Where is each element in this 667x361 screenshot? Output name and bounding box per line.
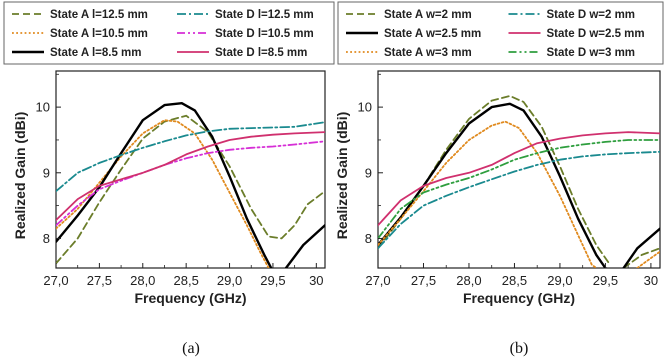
legend-label: State A w=2.5 mm	[384, 28, 481, 40]
series-line-state-a-l-8-5-mm	[56, 102, 273, 268]
legend-label: State A l=10.5 mm	[50, 28, 148, 40]
series-group-a	[56, 102, 325, 268]
y-tick-label: 8	[365, 231, 372, 246]
series-line-state-a-w-3-mm	[378, 120, 598, 268]
legend-a: State A l=12.5 mm State D l=12.5 mm State …	[3, 1, 335, 65]
series-group-b	[378, 95, 660, 268]
legend-b: State A w=2 mm State D w=2 mm State A w=2.…	[337, 1, 664, 65]
legend-label: State D w=3 mm	[547, 47, 636, 59]
series-line-state-d-w-2-mm	[378, 150, 660, 250]
x-tick-label: 30	[644, 273, 658, 288]
panel-b: 27,0 27,5 28,0 28,5 29,0 29,5 30 8 9 10 Frequency …	[334, 1, 664, 357]
panel-a: 27,0 27,5 28,0 28,5 29,0 29,5 30 8 9 10 Frequency …	[3, 1, 335, 357]
legend-box-a	[3, 1, 335, 65]
x-tick-label: 27,0	[365, 273, 390, 288]
legend-label: State D w=2.5 mm	[547, 28, 645, 40]
y-axis-title: Realized Gain (dBi)	[334, 112, 350, 240]
x-tick-label: 27,0	[43, 273, 68, 288]
y-tick-label: 9	[43, 165, 50, 180]
x-axis-title: Frequency (GHz)	[134, 290, 246, 306]
series-line-state-a-l-8-5-mm-recovery	[284, 224, 325, 268]
series-line-state-a-l-10-5-mm	[56, 119, 270, 268]
series-line-state-a-l-12-5-mm	[56, 114, 325, 265]
x-tick-label: 29,5	[593, 273, 618, 288]
legend-label: State A w=2 mm	[384, 9, 472, 21]
x-tick-label: 28,0	[130, 273, 155, 288]
y-tick-label: 10	[36, 100, 50, 115]
panel-caption-a: (a)	[182, 340, 200, 357]
y-tick-label: 9	[365, 165, 372, 180]
x-tick-label: 30	[309, 273, 323, 288]
x-tick-label: 29,0	[547, 273, 572, 288]
x-tick-label: 29,0	[217, 273, 242, 288]
x-tick-label: 28,5	[502, 273, 527, 288]
series-line-state-a-w-3-mm-recovery	[636, 250, 660, 268]
x-tick-label: 28,5	[174, 273, 199, 288]
legend-label: State A l=8.5 mm	[50, 47, 142, 59]
x-tick-label: 29,5	[260, 273, 285, 288]
series-line-state-d-l-12-5-mm	[56, 121, 325, 193]
series-line-state-d-l-10-5-mm	[56, 140, 325, 227]
plot-frame-b	[377, 70, 661, 269]
y-axis-title: Realized Gain (dBi)	[12, 112, 28, 240]
y-tick-label: 8	[43, 231, 50, 246]
y-tick-label: 10	[358, 100, 372, 115]
legend-label: State D l=10.5 mm	[215, 28, 314, 40]
series-line-state-a-w-2-mm	[378, 95, 611, 266]
legend-label: State D l=12.5 mm	[215, 9, 314, 21]
series-line-state-d-l-8-5-mm	[56, 131, 325, 221]
series-line-state-a-w-2-5-mm-recovery	[622, 227, 660, 268]
x-axis-title: Frequency (GHz)	[463, 290, 575, 306]
x-tick-label: 28,0	[456, 273, 481, 288]
panel-caption-b: (b)	[510, 340, 529, 357]
series-line-state-d-w-2-5-mm	[378, 131, 660, 227]
legend-box-b	[337, 1, 664, 65]
legend-label: State A l=12.5 mm	[50, 9, 148, 21]
series-line-state-a-w-2-mm-recovery	[622, 247, 660, 268]
x-tick-label: 27,5	[87, 273, 112, 288]
x-tick-label: 27,5	[411, 273, 436, 288]
legend-label: State D w=2 mm	[547, 9, 636, 21]
series-line-state-d-w-3-mm	[378, 139, 660, 240]
plot-frame-a	[55, 70, 326, 269]
series-line-state-a-w-2-5-mm	[378, 102, 607, 268]
legend-label: State A w=3 mm	[384, 47, 472, 59]
legend-label: State D l=8.5 mm	[215, 47, 307, 59]
